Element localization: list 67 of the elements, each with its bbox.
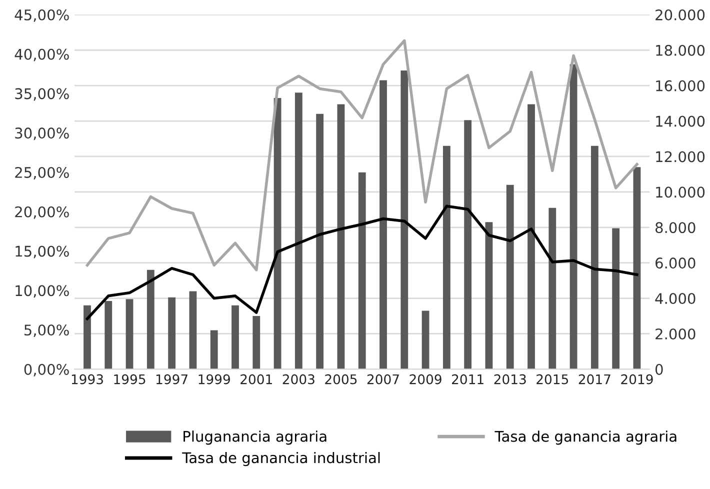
y-tick-label: 25,00% xyxy=(15,166,69,180)
bar xyxy=(485,222,493,370)
x-tick-label: 2009 xyxy=(410,374,442,384)
x-tick-label: 2015 xyxy=(536,374,568,384)
bar xyxy=(422,310,430,370)
y-tick-label: 10,00% xyxy=(16,285,69,298)
x-tick-label: 1995 xyxy=(114,374,146,384)
x-tick-label: 2011 xyxy=(452,374,484,384)
bar xyxy=(104,300,112,370)
x-tick-label: 1997 xyxy=(156,374,188,384)
legend-label: Tasa de ganancia industrial xyxy=(182,452,380,466)
x-tick-label: 2003 xyxy=(282,374,314,384)
y-tick-label: 45,00% xyxy=(14,9,69,22)
y2-tick-label: 6.000 xyxy=(656,258,696,269)
bar xyxy=(126,299,134,370)
y-tick-label: 0,00% xyxy=(24,364,69,376)
bar xyxy=(400,70,408,370)
y2-tick-label: 2.000 xyxy=(656,328,696,340)
bar xyxy=(316,114,324,370)
bar xyxy=(464,120,472,370)
bar xyxy=(294,92,302,370)
bar xyxy=(570,64,578,370)
legend-label: Tasa de ganancia agraria xyxy=(494,430,676,445)
line-series xyxy=(86,39,638,272)
x-tick-label: 2005 xyxy=(325,374,357,384)
x-tick-label: 1999 xyxy=(198,374,230,384)
x-tick-label: 2017 xyxy=(578,374,610,384)
bar xyxy=(168,297,176,370)
y2-tick-label: 14.000 xyxy=(656,116,705,127)
bar xyxy=(506,184,514,370)
bar xyxy=(528,104,535,370)
legend-label: Pluganancia agraria xyxy=(184,430,326,445)
y2-tick-label: 8.000 xyxy=(656,222,696,234)
bar xyxy=(84,305,91,370)
x-tick-label: 2001 xyxy=(240,374,272,384)
x-tick-label: 2013 xyxy=(494,374,526,384)
bar xyxy=(337,104,345,370)
bar xyxy=(633,167,641,370)
y2-tick-label: 16.000 xyxy=(656,80,705,92)
x-tick-label: 2019 xyxy=(621,374,653,384)
bar xyxy=(210,330,218,370)
bar xyxy=(380,80,387,370)
bar xyxy=(274,98,282,370)
bar xyxy=(146,270,154,370)
x-tick-label: 2007 xyxy=(367,374,399,384)
bar xyxy=(189,291,197,370)
bar xyxy=(442,146,450,370)
y2-tick-label: 20.000 xyxy=(656,9,705,20)
y2-tick-label: 4.000 xyxy=(655,293,696,304)
y2-tick-label: 18.000 xyxy=(656,44,705,56)
bar xyxy=(590,146,598,370)
y2-tick-label: 0 xyxy=(655,364,663,375)
y2-tick-label: 10.000 xyxy=(656,186,705,198)
bar xyxy=(548,208,556,370)
bar xyxy=(232,305,239,370)
y-tick-label: 20,00% xyxy=(15,206,69,219)
y-tick-label: 15,00% xyxy=(16,246,69,258)
x-tick-label: 1993 xyxy=(72,374,103,384)
line-series xyxy=(86,204,638,320)
y-tick-label: 5,00% xyxy=(24,324,69,338)
bar xyxy=(612,228,620,370)
y-tick-label: 30,00% xyxy=(15,128,69,140)
bar xyxy=(358,172,366,370)
y-tick-label: 40,00% xyxy=(14,48,69,62)
y2-tick-label: 12.000 xyxy=(656,151,705,162)
bar xyxy=(252,316,260,370)
y-tick-label: 35,00% xyxy=(15,88,69,101)
